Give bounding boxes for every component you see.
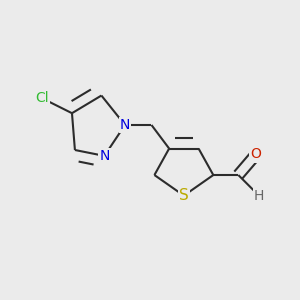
Text: O: O	[250, 147, 261, 161]
Text: Cl: Cl	[36, 92, 49, 106]
Text: N: N	[99, 149, 110, 163]
Text: S: S	[179, 188, 189, 203]
Text: N: N	[120, 118, 130, 132]
Text: H: H	[254, 189, 264, 202]
